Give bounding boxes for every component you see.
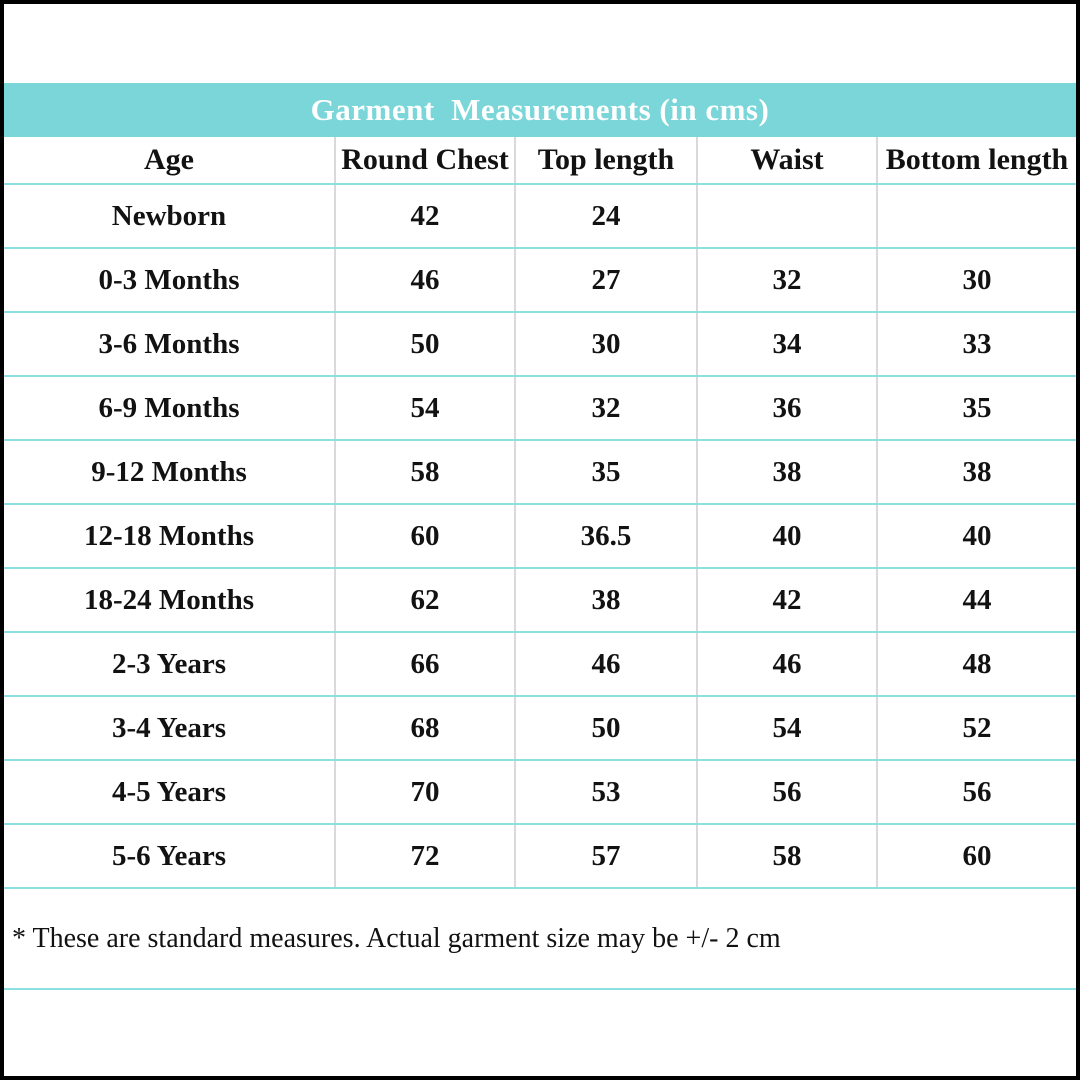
cell-age: 18-24 Months — [84, 583, 254, 616]
cell-round-chest: 68 — [334, 697, 514, 759]
cell-age: 0-3 Months — [98, 263, 240, 296]
cell-top-length: 36.5 — [514, 505, 696, 567]
table-title-bar: Garment Measurements (in cms) — [4, 83, 1076, 137]
cell-round-chest: 58 — [334, 441, 514, 503]
table-row: 9-12 Months 58 35 38 38 — [4, 441, 1076, 505]
top-spacer — [4, 4, 1076, 83]
cell-age: 3-4 Years — [111, 711, 227, 744]
table-row: 5-6 Years 72 57 58 60 — [4, 825, 1076, 889]
cell-bottom-length: 35 — [876, 377, 1076, 439]
cell-top-length: 27 — [514, 249, 696, 311]
cell-top-length: 24 — [514, 185, 696, 247]
cell-top-length: 30 — [514, 313, 696, 375]
cell-waist: 58 — [696, 825, 876, 887]
footnote: * These are standard measures. Actual ga… — [4, 889, 1076, 990]
cell-top-length: 53 — [514, 761, 696, 823]
cell-bottom-length: 44 — [876, 569, 1076, 631]
cell-top-length: 38 — [514, 569, 696, 631]
cell-waist: 40 — [696, 505, 876, 567]
column-header-waist: Waist — [696, 137, 876, 183]
table-row: 2-3 Years 66 46 46 48 — [4, 633, 1076, 697]
cell-waist — [696, 185, 876, 247]
cell-round-chest: 66 — [334, 633, 514, 695]
cell-round-chest: 46 — [334, 249, 514, 311]
table-row: 6-9 Months 54 32 36 35 — [4, 377, 1076, 441]
cell-waist: 32 — [696, 249, 876, 311]
table-row: 3-6 Months 50 30 34 33 — [4, 313, 1076, 377]
cell-round-chest: 54 — [334, 377, 514, 439]
cell-bottom-length: 60 — [876, 825, 1076, 887]
cell-top-length: 35 — [514, 441, 696, 503]
cell-bottom-length — [876, 185, 1076, 247]
cell-waist: 42 — [696, 569, 876, 631]
cell-round-chest: 72 — [334, 825, 514, 887]
cell-age: 12-18 Months — [84, 519, 254, 552]
cell-top-length: 46 — [514, 633, 696, 695]
cell-bottom-length: 38 — [876, 441, 1076, 503]
cell-bottom-length: 30 — [876, 249, 1076, 311]
cell-round-chest: 70 — [334, 761, 514, 823]
cell-round-chest: 50 — [334, 313, 514, 375]
cell-waist: 46 — [696, 633, 876, 695]
cell-top-length: 32 — [514, 377, 696, 439]
table-row: 18-24 Months 62 38 42 44 — [4, 569, 1076, 633]
table-body: Newborn 42 24 0-3 Months 46 27 32 30 3-6… — [4, 185, 1076, 889]
table-row: 12-18 Months 60 36.5 40 40 — [4, 505, 1076, 569]
cell-age: 3-6 Months — [98, 327, 240, 360]
table-title: Garment Measurements (in cms) — [310, 92, 770, 127]
cell-round-chest: 62 — [334, 569, 514, 631]
column-header-bottom-length: Bottom length — [876, 137, 1076, 183]
cell-age: 5-6 Years — [111, 839, 227, 872]
table-row: 3-4 Years 68 50 54 52 — [4, 697, 1076, 761]
table-row: 0-3 Months 46 27 32 30 — [4, 249, 1076, 313]
cell-age: 2-3 Years — [111, 647, 227, 680]
cell-waist: 38 — [696, 441, 876, 503]
table-header-row: Age Round Chest Top length Waist Bottom … — [4, 137, 1076, 185]
cell-bottom-length: 56 — [876, 761, 1076, 823]
cell-waist: 36 — [696, 377, 876, 439]
cell-bottom-length: 48 — [876, 633, 1076, 695]
cell-bottom-length: 40 — [876, 505, 1076, 567]
cell-age: 4-5 Years — [111, 775, 227, 808]
cell-bottom-length: 33 — [876, 313, 1076, 375]
column-header-top-length: Top length — [514, 137, 696, 183]
table-row: Newborn 42 24 — [4, 185, 1076, 249]
column-header-round-chest: Round Chest — [334, 137, 514, 183]
cell-waist: 56 — [696, 761, 876, 823]
cell-top-length: 57 — [514, 825, 696, 887]
table-row: 4-5 Years 70 53 56 56 — [4, 761, 1076, 825]
cell-age: Newborn — [111, 199, 227, 232]
cell-waist: 54 — [696, 697, 876, 759]
cell-bottom-length: 52 — [876, 697, 1076, 759]
cell-age: 9-12 Months — [91, 455, 247, 488]
cell-age: 6-9 Months — [98, 391, 240, 424]
column-header-age: Age — [144, 143, 194, 176]
cell-top-length: 50 — [514, 697, 696, 759]
cell-round-chest: 42 — [334, 185, 514, 247]
cell-round-chest: 60 — [334, 505, 514, 567]
cell-waist: 34 — [696, 313, 876, 375]
